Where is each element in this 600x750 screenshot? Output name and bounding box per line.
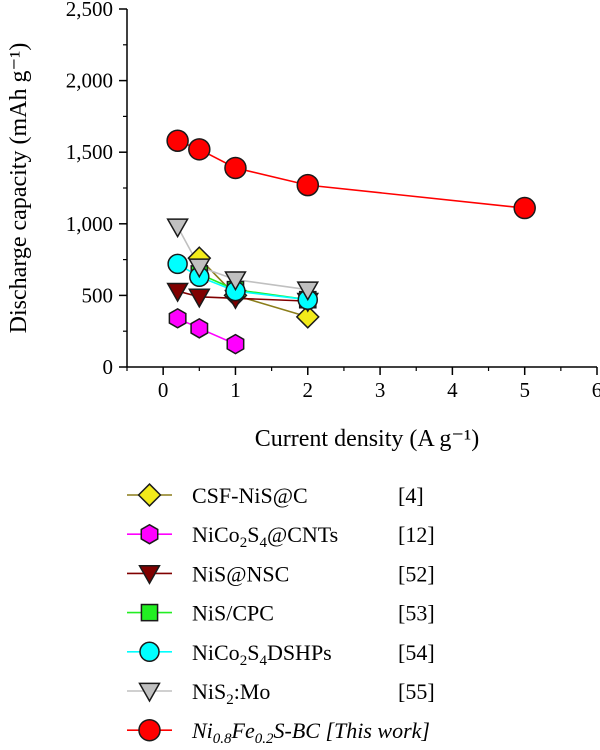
legend-ref: [4] — [398, 483, 424, 508]
y-tick-label: 1,500 — [66, 140, 113, 164]
y-axis-title: Discharge capacity (mAh g⁻¹) — [6, 43, 32, 334]
legend-label-part: NiCo — [192, 640, 240, 665]
data-point — [188, 288, 211, 309]
legend: CSF-NiS@C [4]NiCo2S4@CNTs [12]NiS@NSC [52]N… — [127, 483, 435, 747]
x-tick-label: 5 — [519, 378, 530, 402]
legend-label: NiS@NSC — [192, 561, 289, 586]
legend-label-sub: 4 — [259, 535, 267, 551]
legend-label: Ni0.8Fe0.2S-BC [This work] — [191, 718, 430, 747]
legend-label-part: NiS@NSC — [192, 561, 289, 586]
data-point — [166, 129, 189, 152]
x-tick-label: 1 — [230, 378, 241, 402]
legend-marker — [137, 483, 162, 507]
axes: 0 1 2 3 4 5 6 0 500 1,000 1,500 2,000 2,500 — [66, 0, 600, 402]
data-point — [167, 253, 188, 275]
data-point — [295, 304, 320, 329]
y-tick-label: 2,000 — [66, 69, 113, 93]
legend-label-part: S-BC [This work] — [274, 718, 430, 743]
data-point — [296, 281, 320, 302]
data-point — [188, 258, 211, 279]
legend-label-sub: 2 — [240, 535, 248, 551]
x-tick-label: 2 — [303, 378, 314, 402]
legend-ref: [55] — [398, 679, 435, 704]
data-point — [224, 271, 247, 292]
legend-ref: [54] — [398, 640, 435, 665]
series-markers — [166, 129, 536, 355]
data-point — [224, 156, 247, 180]
y-tick-label: 500 — [82, 283, 114, 307]
x-tick-label: 4 — [447, 378, 458, 402]
legend-label-sub: 2 — [226, 692, 234, 708]
legend-marker — [140, 523, 159, 545]
legend-label: NiCo2S4@CNTs — [192, 522, 338, 551]
data-point — [166, 218, 189, 239]
legend-label-part: NiS — [192, 679, 226, 704]
legend-label: NiCo2S4DSHPs — [192, 640, 332, 669]
legend-label-part: NiCo — [192, 522, 240, 547]
legend-label-sub: 0.2 — [255, 731, 274, 747]
legend-label-sub: 0.8 — [213, 731, 232, 747]
legend-label-part: Fe — [231, 718, 255, 743]
x-tick-label: 0 — [158, 378, 169, 402]
legend-marker — [139, 641, 160, 663]
legend-label-part: DSHPs — [267, 640, 332, 665]
x-tick-label: 6 — [592, 378, 600, 402]
y-tick-label: 1,000 — [66, 212, 113, 236]
legend-label-part: Ni — [191, 718, 213, 743]
series-line-2 — [177, 290, 308, 302]
legend-marker — [138, 565, 161, 585]
data-point — [190, 317, 209, 339]
x-axis-title: Current density (A g⁻¹) — [255, 426, 480, 452]
series-line-4 — [177, 263, 308, 301]
data-point — [188, 138, 211, 161]
legend-marker — [138, 718, 161, 742]
data-point — [513, 196, 536, 220]
x-tick-label: 3 — [375, 378, 386, 402]
legend-ref: [12] — [398, 522, 435, 547]
data-point — [226, 333, 245, 355]
data-point — [296, 173, 320, 197]
legend-ref: [53] — [398, 601, 435, 626]
legend-label-part: S — [247, 640, 259, 665]
legend-label-sub: 2 — [240, 652, 248, 668]
legend-label-part: @CNTs — [267, 522, 338, 547]
legend-label-part: :Mo — [234, 679, 271, 704]
data-point — [166, 282, 189, 303]
legend-label: NiS/CPC — [192, 601, 274, 626]
legend-label: CSF-NiS@C — [192, 483, 308, 508]
legend-label-sub: 4 — [259, 652, 267, 668]
legend-label-part: CSF-NiS@C — [192, 483, 308, 508]
data-point — [168, 307, 187, 329]
series-line-5 — [176, 226, 308, 291]
y-tick-label: 2,500 — [66, 0, 113, 21]
legend-marker — [138, 682, 161, 703]
legend-label-part: S — [247, 522, 259, 547]
legend-label: NiS2:Mo — [192, 679, 270, 708]
legend-marker — [140, 603, 159, 622]
legend-ref: [52] — [398, 561, 435, 586]
legend-label-part: NiS/CPC — [192, 601, 274, 626]
y-tick-label: 0 — [103, 355, 114, 379]
